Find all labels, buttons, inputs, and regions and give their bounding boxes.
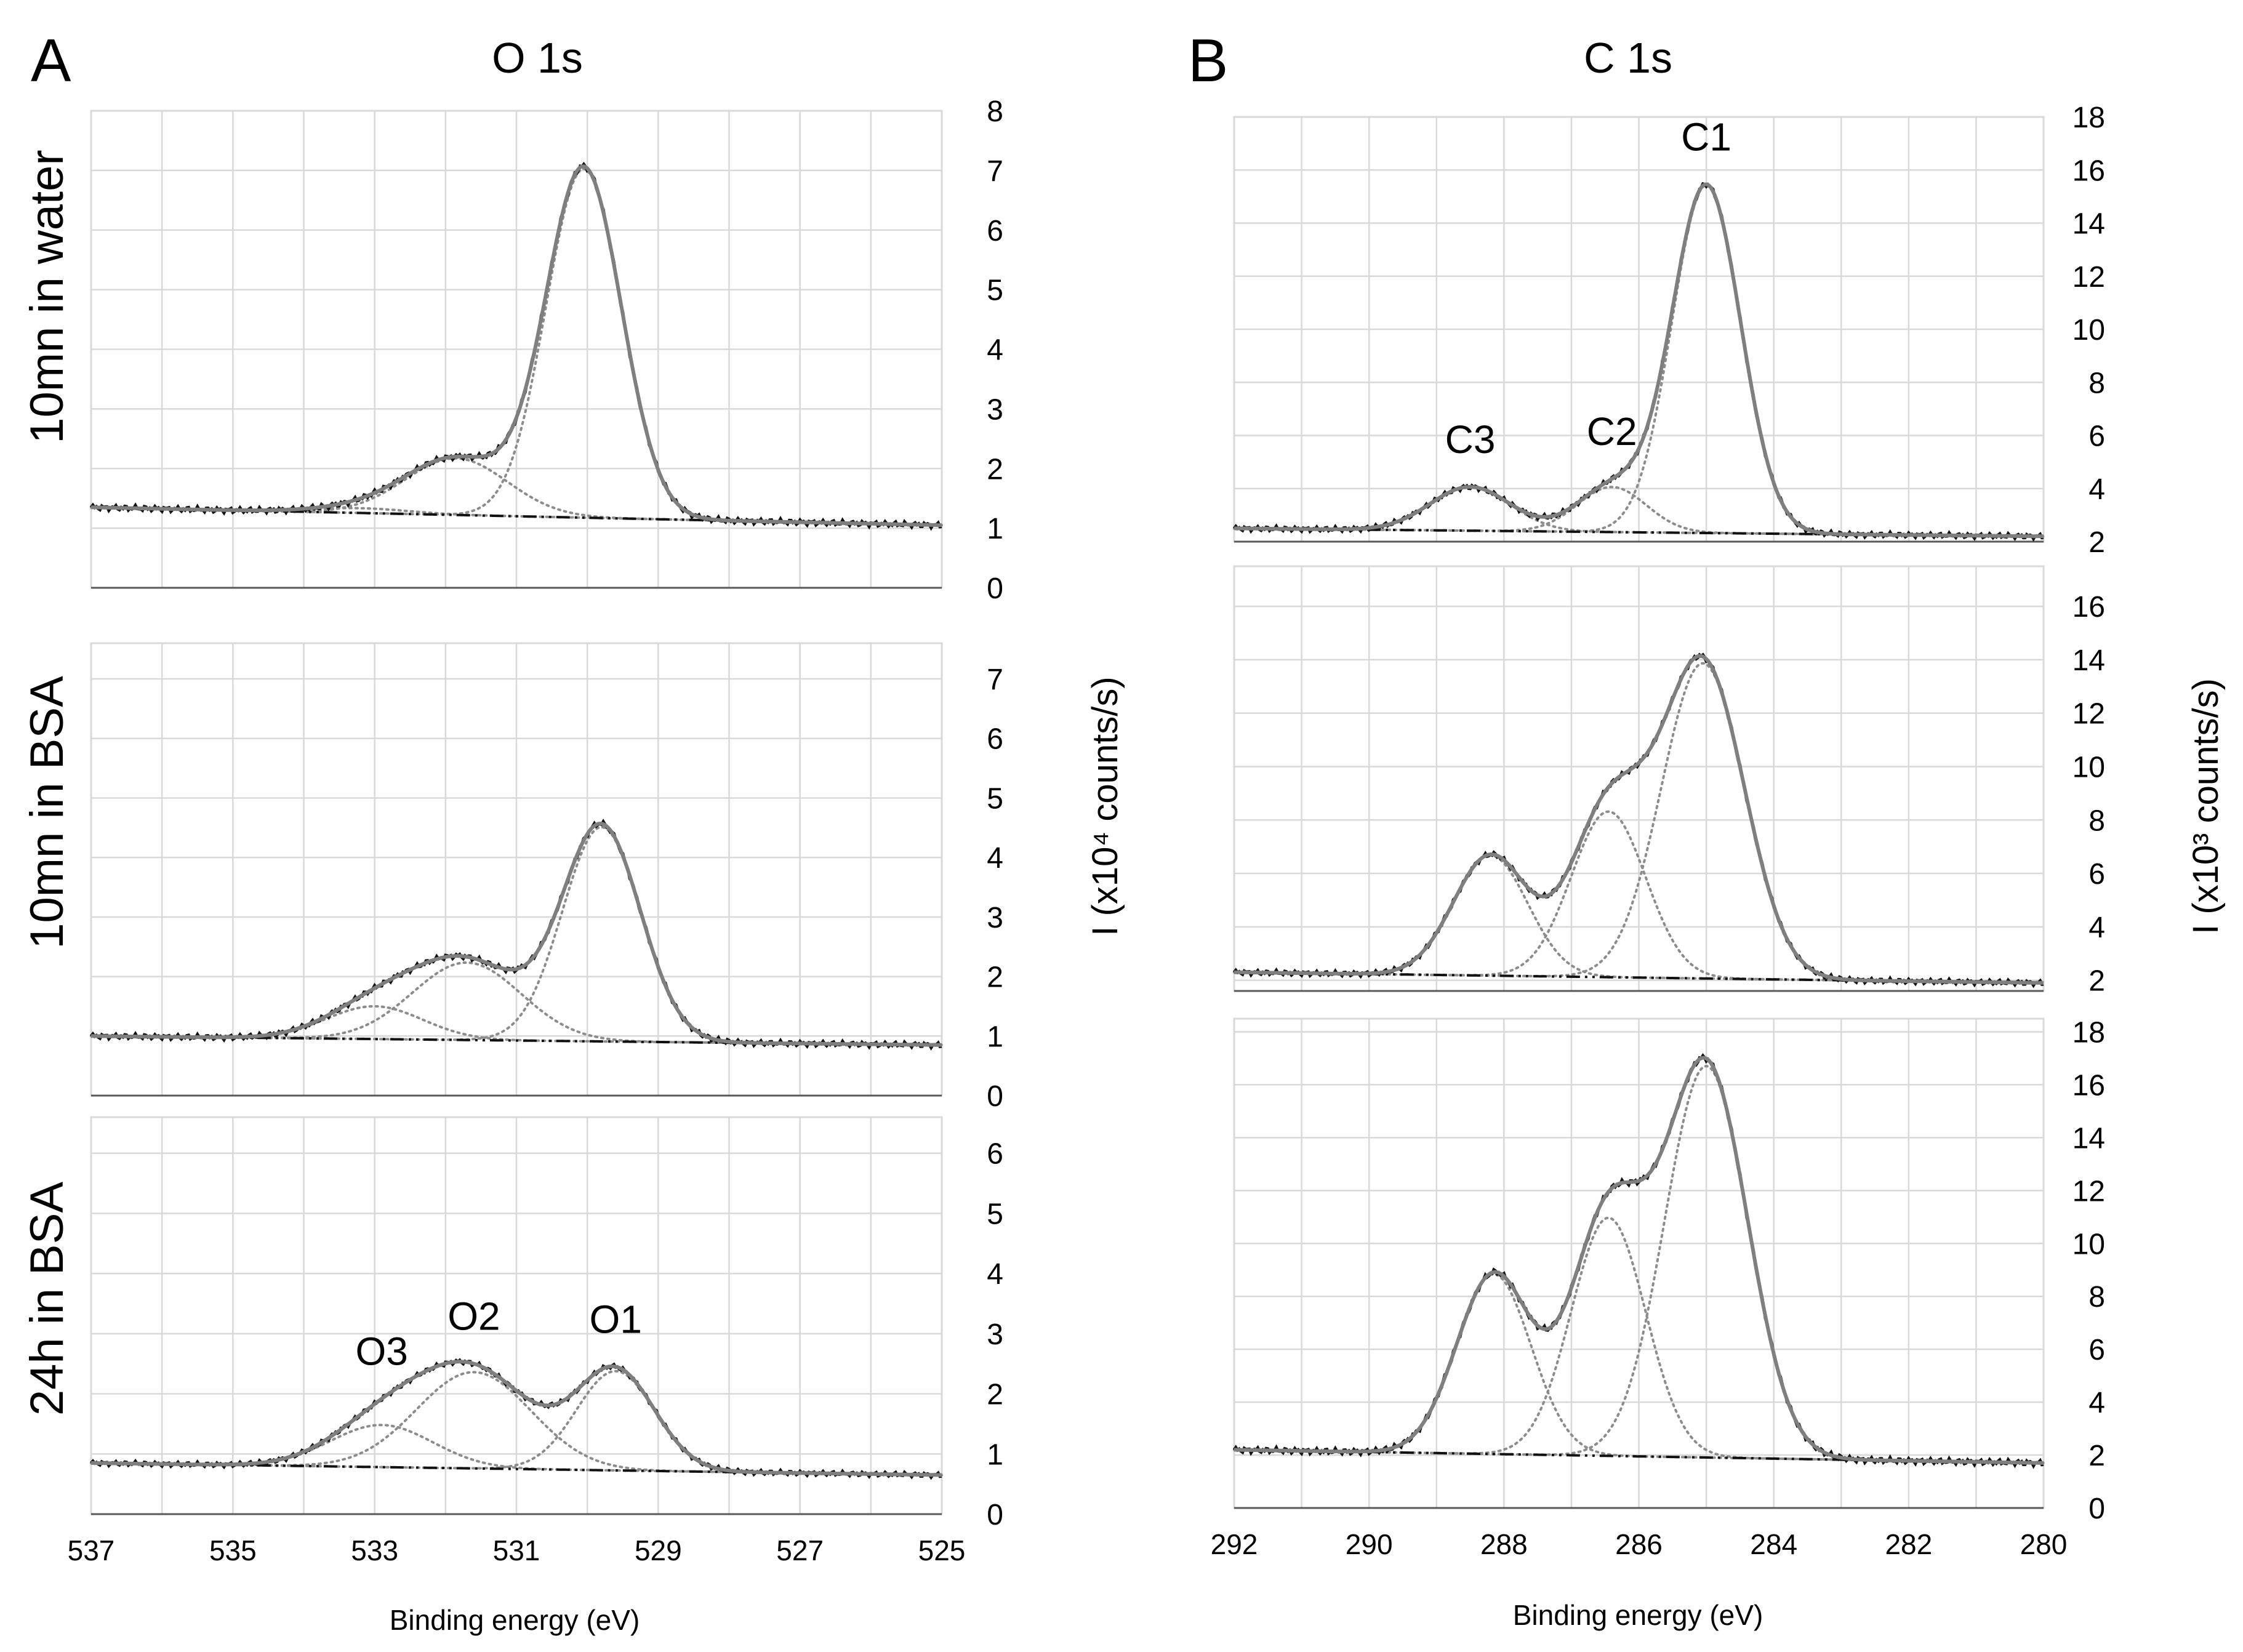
fit-envelope <box>90 1360 942 1477</box>
panel-title-B: C 1s <box>1584 34 1672 82</box>
x-tick-label: 286 <box>1615 1528 1663 1560</box>
y-tick-label: 0 <box>987 1080 1003 1113</box>
y-tick-label: 4 <box>2089 473 2105 506</box>
y-tick-label: 2 <box>987 961 1003 994</box>
y-tick-label: 1 <box>987 1438 1003 1471</box>
y-tick-label: 12 <box>2072 1175 2105 1208</box>
y-tick-label: 14 <box>2072 1122 2105 1155</box>
x-axis-label-B: Binding energy (eV) <box>1513 1599 1764 1631</box>
row-label-2: 10mn in BSA <box>21 676 73 949</box>
y-tick-label: 5 <box>987 275 1003 307</box>
y-tick-label: 10 <box>2072 1228 2105 1261</box>
y-tick-label: 18 <box>2072 102 2105 134</box>
y-tick-label: 2 <box>987 453 1003 486</box>
y-tick-label: 14 <box>2072 644 2105 677</box>
panel-letter-A: A <box>31 26 71 94</box>
y-tick-label: 0 <box>987 572 1003 605</box>
y-tick-label: 3 <box>987 902 1003 934</box>
y-tick-label: 1 <box>987 513 1003 545</box>
y-tick-label: 0 <box>2089 1493 2105 1525</box>
y-tick-label: 4 <box>2089 912 2105 944</box>
y-tick-label: 2 <box>2089 1440 2105 1472</box>
y-tick-label: 4 <box>987 1258 1003 1291</box>
panel-letter-B: B <box>1188 26 1228 94</box>
y-tick-label: 18 <box>2072 1016 2105 1049</box>
y-tick-label: 4 <box>987 334 1003 367</box>
y-tick-label: 6 <box>2089 1334 2105 1366</box>
peak-label-O3: O3 <box>355 1329 407 1373</box>
y-tick-label: 2 <box>2089 526 2105 559</box>
y-tick-label: 8 <box>2089 804 2105 837</box>
x-tick-label: 290 <box>1346 1528 1393 1560</box>
y-axis-label-O: I (x10⁴ counts/s) <box>1085 676 1125 936</box>
x-axis-label-A: Binding energy (eV) <box>390 1604 640 1636</box>
peak-label-O2: O2 <box>447 1294 500 1339</box>
x-tick-label: 529 <box>635 1534 682 1566</box>
row-label-1: 10mn in water <box>21 150 73 443</box>
x-tick-label: 280 <box>2020 1528 2068 1560</box>
y-tick-label: 16 <box>2072 1069 2105 1102</box>
chart-C1s-10mn-BSA: 2 4 6 8 10 12 14 16 <box>1233 565 2105 998</box>
y-tick-label: 6 <box>2089 420 2105 453</box>
fit-envelope <box>90 164 942 527</box>
y-tick-label: 16 <box>2072 154 2105 187</box>
y-tick-label: 4 <box>2089 1387 2105 1419</box>
row-label-3: 24h in BSA <box>21 1182 73 1416</box>
fit-envelope <box>91 821 942 1047</box>
y-tick-label: 5 <box>987 782 1003 815</box>
y-tick-label: 5 <box>987 1198 1003 1230</box>
y-tick-label: 7 <box>987 664 1003 696</box>
fit-envelope <box>1234 654 2044 985</box>
y-tick-label: 6 <box>987 1138 1003 1171</box>
x-tick-label: 525 <box>918 1534 966 1566</box>
fit-envelope <box>1234 1056 2044 1465</box>
x-tick-label: 288 <box>1480 1528 1528 1560</box>
y-tick-label: 6 <box>987 215 1003 247</box>
panel-title-A: O 1s <box>492 34 583 82</box>
x-tick-label: 533 <box>351 1534 398 1566</box>
y-tick-label: 8 <box>2089 1281 2105 1313</box>
y-tick-label: 16 <box>2072 591 2105 624</box>
chart-O1s-24h-BSA: 0 1 2 3 4 5 6 537 535 533 531 529 527 525 O1 O2 O3 <box>68 1116 1003 1566</box>
y-tick-label: 1 <box>987 1020 1003 1053</box>
x-tick-label: 535 <box>209 1534 257 1566</box>
y-tick-label: 10 <box>2072 314 2105 347</box>
peak-label-C2: C2 <box>1587 409 1637 454</box>
y-tick-label: 4 <box>987 842 1003 875</box>
y-tick-label: 7 <box>987 155 1003 188</box>
chart-C1s-10mn-water: 2 4 6 8 10 12 14 16 18 C1 C2 C3 <box>1233 102 2105 559</box>
y-tick-label: 0 <box>987 1499 1003 1531</box>
chart-O1s-10mn-BSA: 0 1 2 3 4 5 6 7 <box>90 642 1003 1113</box>
y-tick-label: 8 <box>987 95 1003 128</box>
x-tick-label: 292 <box>1211 1528 1258 1560</box>
y-tick-label: 2 <box>2089 965 2105 998</box>
x-tick-label: 531 <box>493 1534 540 1566</box>
peak-label-C1: C1 <box>1681 114 1731 159</box>
y-tick-label: 2 <box>987 1379 1003 1411</box>
x-tick-label: 537 <box>68 1534 115 1566</box>
y-tick-label: 12 <box>2072 261 2105 294</box>
y-tick-label: 12 <box>2072 698 2105 731</box>
x-tick-label: 282 <box>1885 1528 1932 1560</box>
y-tick-label: 10 <box>2072 751 2105 784</box>
peak-label-C3: C3 <box>1445 417 1496 462</box>
x-tick-label: 527 <box>776 1534 824 1566</box>
chart-O1s-10mn-water: 0 1 2 3 4 5 6 7 8 <box>90 95 1003 605</box>
y-tick-label: 6 <box>987 723 1003 756</box>
fit-envelope <box>1234 182 2044 539</box>
y-tick-label: 3 <box>987 393 1003 426</box>
y-tick-label: 8 <box>2089 367 2105 399</box>
y-tick-label: 6 <box>2089 858 2105 891</box>
y-tick-label: 3 <box>987 1318 1003 1351</box>
y-axis-label-C: I (x10³ counts/s) <box>2186 678 2226 934</box>
y-tick-label: 14 <box>2072 208 2105 241</box>
peak-label-O1: O1 <box>590 1297 642 1341</box>
chart-C1s-24h-BSA: 0 2 4 6 8 10 12 14 16 18 292 290 288 286 284 282 280 <box>1211 1016 2105 1560</box>
x-tick-label: 284 <box>1750 1528 1797 1560</box>
